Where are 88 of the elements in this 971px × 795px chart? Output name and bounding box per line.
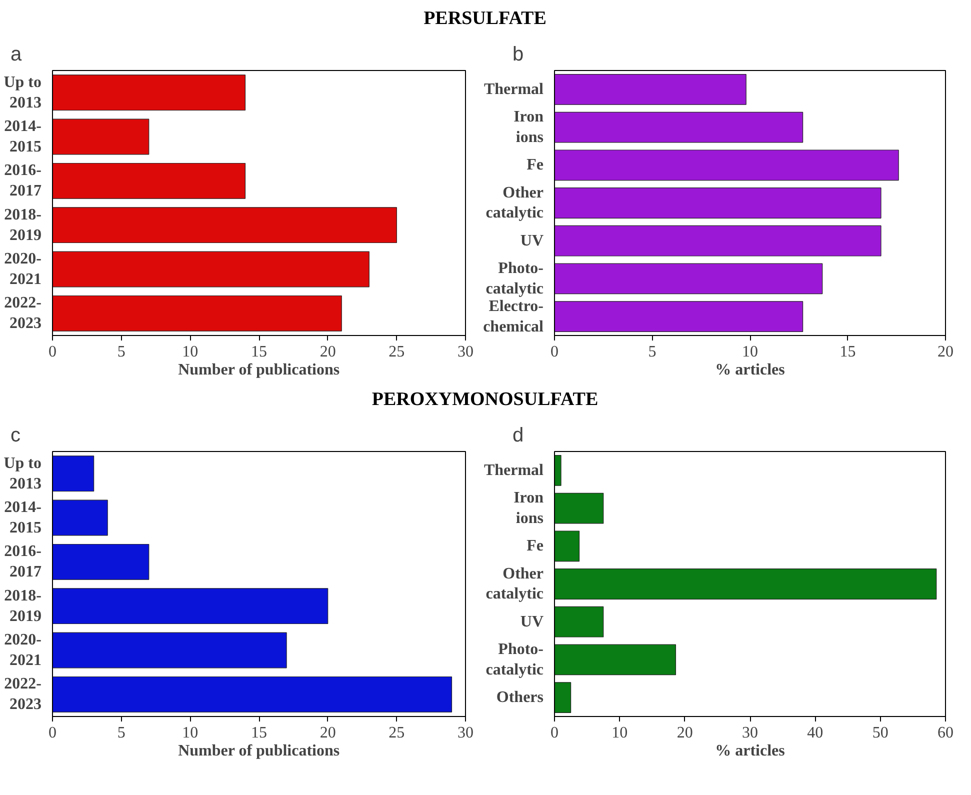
y-tick-label: Iron ions xyxy=(514,108,544,146)
bar xyxy=(52,632,287,668)
y-tick-label: Iron ions xyxy=(514,490,544,527)
x-tick-label: 10 xyxy=(612,724,628,742)
x-tick-label: 10 xyxy=(182,724,198,742)
chart-title: b xyxy=(512,44,524,66)
bar xyxy=(52,251,370,288)
x-tick-label: 10 xyxy=(742,344,758,360)
x-tick-label: 0 xyxy=(48,344,56,360)
bar xyxy=(554,150,899,181)
y-tick-label: 2022- 2023 xyxy=(4,676,42,714)
bar xyxy=(554,606,604,638)
x-tick-label: 30 xyxy=(458,344,474,360)
x-tick-label: 30 xyxy=(458,724,474,742)
y-tick-label: Electro- chemical xyxy=(483,298,544,336)
chart-title: d xyxy=(512,424,524,446)
y-tick-label: 2016- 2017 xyxy=(4,162,42,200)
x-tick-label: 25 xyxy=(388,344,405,360)
y-tick-label: Fe xyxy=(526,156,544,174)
y-tick-label: 2014- 2015 xyxy=(4,118,42,156)
bar xyxy=(554,568,937,600)
y-tick-label: Other catalytic xyxy=(486,184,544,222)
y-tick-label: 2018- 2019 xyxy=(4,206,42,244)
x-tick-label: 15 xyxy=(251,724,267,742)
y-tick-label: UV xyxy=(520,232,544,250)
text: PERSULFATE xyxy=(422,7,548,31)
y-tick-label: Up to 2013 xyxy=(4,74,42,112)
y-tick-label: Others xyxy=(496,689,544,706)
bar xyxy=(52,74,246,111)
x-tick-label: 0 xyxy=(550,724,558,742)
chart-title: c xyxy=(10,424,20,446)
y-tick-label: Fe xyxy=(526,538,544,555)
x-tick-label: 30 xyxy=(742,724,758,742)
y-tick-label: Photo- catalytic xyxy=(486,260,544,298)
bar xyxy=(554,530,580,562)
text: PEROXYMONOSULFATE xyxy=(370,388,600,412)
y-tick-label: Up to 2013 xyxy=(4,454,42,492)
y-tick-label: 2020- 2021 xyxy=(4,632,42,669)
y-tick-label: 2022- 2023 xyxy=(4,294,42,332)
x-tick-label: 25 xyxy=(388,724,405,742)
x-tick-label: 0 xyxy=(48,724,56,742)
x-tick-label: 50 xyxy=(872,724,888,742)
y-tick-label: 2016- 2017 xyxy=(4,543,42,581)
bar xyxy=(554,225,882,256)
x-tick-label: 20 xyxy=(676,724,693,742)
y-tick-label: UV xyxy=(520,613,544,630)
x-tick-label: 5 xyxy=(117,344,126,360)
bar xyxy=(554,454,562,486)
x-tick-label: 40 xyxy=(807,724,824,742)
y-tick-label: 2018- 2019 xyxy=(4,587,42,625)
x-tick-label: 60 xyxy=(938,724,954,742)
x-tick-label: 20 xyxy=(938,344,954,360)
y-tick-label: Photo- catalytic xyxy=(486,641,544,678)
y-tick-label: 2020- 2021 xyxy=(4,250,42,288)
x-tick-label: 20 xyxy=(320,344,336,360)
y-tick-label: Other catalytic xyxy=(486,565,544,603)
bar xyxy=(52,118,150,155)
bar xyxy=(554,112,804,143)
x-tick-label: 10 xyxy=(182,344,198,360)
y-tick-label: Thermal xyxy=(484,80,544,98)
y-tick-label: Thermal xyxy=(484,462,544,479)
x-axis-title: Number of publications xyxy=(178,362,340,378)
y-tick-label: 2014- 2015 xyxy=(4,499,42,536)
chart-title: a xyxy=(10,44,22,66)
bar xyxy=(52,500,108,536)
x-tick-label: 5 xyxy=(117,724,126,742)
x-tick-label: 20 xyxy=(320,724,336,742)
x-tick-label: 5 xyxy=(648,344,656,360)
bar xyxy=(52,544,150,580)
bar xyxy=(52,588,328,624)
bar xyxy=(554,301,804,332)
bar xyxy=(52,162,246,199)
x-axis-title: % articles xyxy=(715,742,785,760)
x-tick-label: 0 xyxy=(550,344,558,360)
bar xyxy=(52,676,452,712)
x-axis-title: Number of publications xyxy=(178,742,340,760)
x-tick-label: 15 xyxy=(840,344,856,360)
x-axis-title: % articles xyxy=(715,362,785,378)
x-tick-label: 15 xyxy=(251,344,267,360)
bar xyxy=(554,492,604,524)
bar xyxy=(52,207,397,244)
bar xyxy=(52,295,342,332)
bar xyxy=(554,644,676,676)
bar xyxy=(554,188,882,218)
bar xyxy=(554,74,746,105)
bar xyxy=(554,263,823,294)
bar xyxy=(554,682,572,714)
bar xyxy=(52,456,94,492)
